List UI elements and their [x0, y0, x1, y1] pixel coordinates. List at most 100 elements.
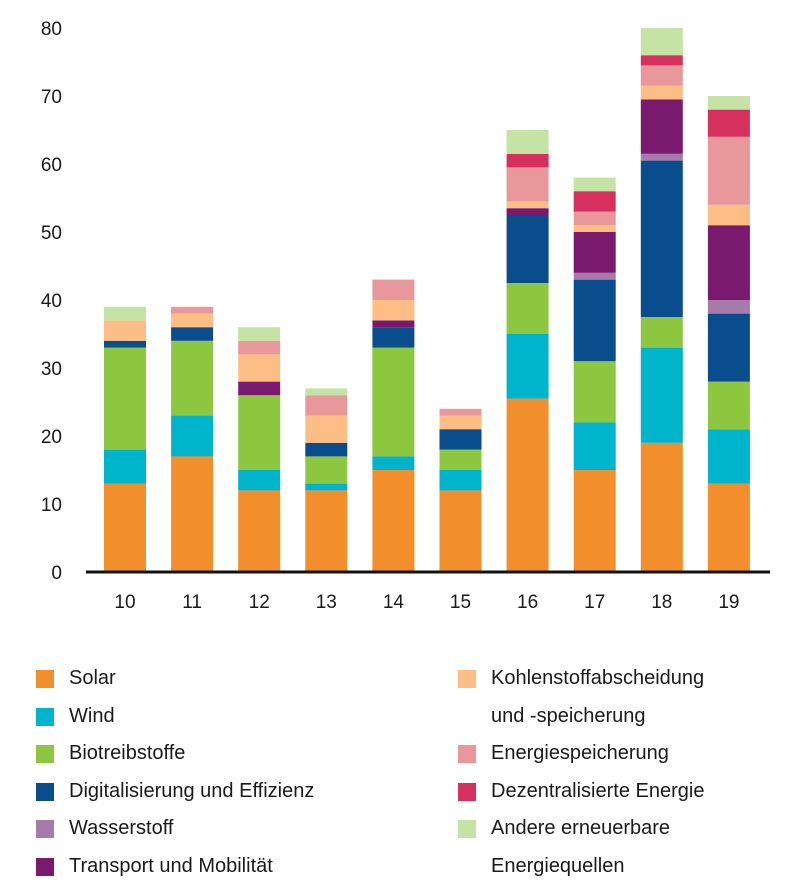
bar-segment	[707, 109, 750, 137]
bar-segment	[305, 395, 348, 416]
x-tick-label: 18	[651, 592, 672, 613]
bar-segment	[104, 320, 146, 341]
legend-swatch	[458, 670, 476, 688]
bar-segment	[372, 456, 415, 470]
legend-item-wind: Wind	[36, 698, 314, 736]
stacked-bar-chart: 0 10 20 30 40 50 60 70 80 10 11 12 13 14 15 16 17 18 19	[41, 19, 770, 613]
legend-column-right: Kohlenstoffabscheidung und -speicherung …	[458, 660, 704, 886]
legend-label: Solar	[69, 667, 116, 689]
bar-segment	[573, 361, 616, 423]
bar-segment	[372, 320, 415, 328]
x-tick-label: 10	[114, 592, 135, 613]
bar-stacks	[104, 28, 750, 572]
bar-segment	[305, 442, 348, 457]
bar-stack	[305, 388, 348, 572]
y-tick-label: 80	[41, 19, 62, 40]
bar-segment	[104, 449, 146, 484]
bar-segment	[506, 201, 549, 209]
bar-segment	[506, 398, 549, 572]
legend-label: Wasserstoff	[69, 817, 174, 840]
legend-swatch	[36, 670, 54, 688]
bar-segment	[640, 442, 683, 572]
bar-segment	[506, 208, 549, 215]
x-axis-ticks: 10 11 12 13 14 15 16 17 18 19	[114, 592, 739, 613]
legend-swatch	[36, 820, 54, 839]
bar-segment	[506, 283, 549, 334]
legend-item-andere: Andere erneuerbare Energiequellen	[458, 810, 704, 885]
y-tick-label: 50	[41, 223, 62, 244]
y-axis-ticks: 0 10 20 30 40 50 60 70 80	[41, 19, 62, 584]
y-tick-label: 0	[51, 563, 62, 584]
legend-item-transport: Transport und Mobilität	[36, 848, 314, 886]
legend-label: Biotreibstoffe	[69, 742, 186, 765]
legend-label: Dezentralisierte Energie	[491, 779, 705, 802]
x-tick-label: 15	[450, 592, 471, 613]
legend-item-wasserstoff: Wasserstoff	[36, 810, 314, 848]
bar-segment	[238, 327, 281, 341]
legend-label-line2: Energiequellen	[491, 854, 625, 877]
bar-stack	[238, 327, 281, 572]
legend-label: Transport und Mobilität	[69, 854, 273, 877]
bar-segment	[372, 470, 415, 572]
bar-stack	[439, 408, 482, 572]
x-tick-label: 13	[316, 592, 337, 613]
bar-segment	[171, 306, 214, 314]
legend-swatch	[36, 782, 54, 801]
bar-segment	[506, 153, 549, 168]
x-tick-label: 19	[718, 592, 739, 613]
x-tick-label: 17	[584, 592, 605, 613]
legend-swatch	[458, 782, 476, 801]
bar-stack	[573, 177, 616, 572]
y-tick-label: 20	[41, 427, 62, 448]
bar-segment	[171, 456, 214, 572]
bar-stack	[372, 279, 415, 572]
legend-item-dezentralisiert: Dezentralisierte Energie	[458, 773, 704, 811]
legend-label: Digitalisierung und Effizienz	[69, 779, 315, 802]
bar-segment	[506, 130, 549, 154]
legend: Solar Wind Biotreibstoffe Digitalisierun…	[0, 660, 796, 890]
bar-segment	[439, 429, 482, 450]
legend-swatch	[36, 857, 54, 876]
bar-segment	[640, 153, 683, 161]
bar-segment	[238, 381, 281, 396]
legend-label-line2: und -speicherung	[491, 704, 646, 727]
bar-stack	[506, 130, 549, 572]
legend-swatch	[36, 707, 54, 726]
legend-item-solar: Solar	[36, 660, 314, 698]
bar-segment	[707, 136, 750, 205]
bar-segment	[104, 347, 146, 450]
legend-swatch	[36, 745, 54, 764]
legend-label: Wind	[69, 704, 115, 727]
bar-segment	[238, 470, 281, 491]
bar-segment	[640, 28, 683, 56]
bar-segment	[104, 306, 146, 321]
bar-segment	[640, 99, 683, 154]
legend-item-biotreibstoffe: Biotreibstoffe	[36, 735, 314, 773]
bar-segment	[171, 313, 214, 328]
legend-item-energiespeicherung: Energiespeicherung	[458, 735, 704, 773]
bar-segment	[573, 470, 616, 572]
legend-item-digitalisierung: Digitalisierung und Effizienz	[36, 773, 314, 811]
bar-segment	[439, 490, 482, 572]
x-tick-label: 14	[383, 592, 405, 613]
bar-segment	[573, 177, 616, 192]
bar-segment	[707, 429, 750, 484]
bar-stack	[171, 306, 214, 572]
y-tick-label: 30	[41, 359, 62, 380]
bar-segment	[573, 279, 616, 362]
bar-segment	[104, 483, 146, 572]
bar-stack	[707, 96, 750, 572]
bar-segment	[238, 395, 281, 470]
bar-segment	[171, 340, 214, 416]
bar-segment	[104, 340, 146, 348]
bar-segment	[372, 300, 415, 321]
bar-segment	[439, 415, 482, 430]
bar-segment	[372, 279, 415, 300]
bar-segment	[439, 408, 482, 416]
bar-segment	[573, 191, 616, 212]
bar-segment	[238, 354, 281, 382]
legend-column-left: Solar Wind Biotreibstoffe Digitalisierun…	[36, 660, 314, 886]
y-tick-label: 70	[41, 87, 62, 108]
legend-label: Energiespeicherung	[491, 742, 669, 765]
bar-segment	[439, 470, 482, 491]
